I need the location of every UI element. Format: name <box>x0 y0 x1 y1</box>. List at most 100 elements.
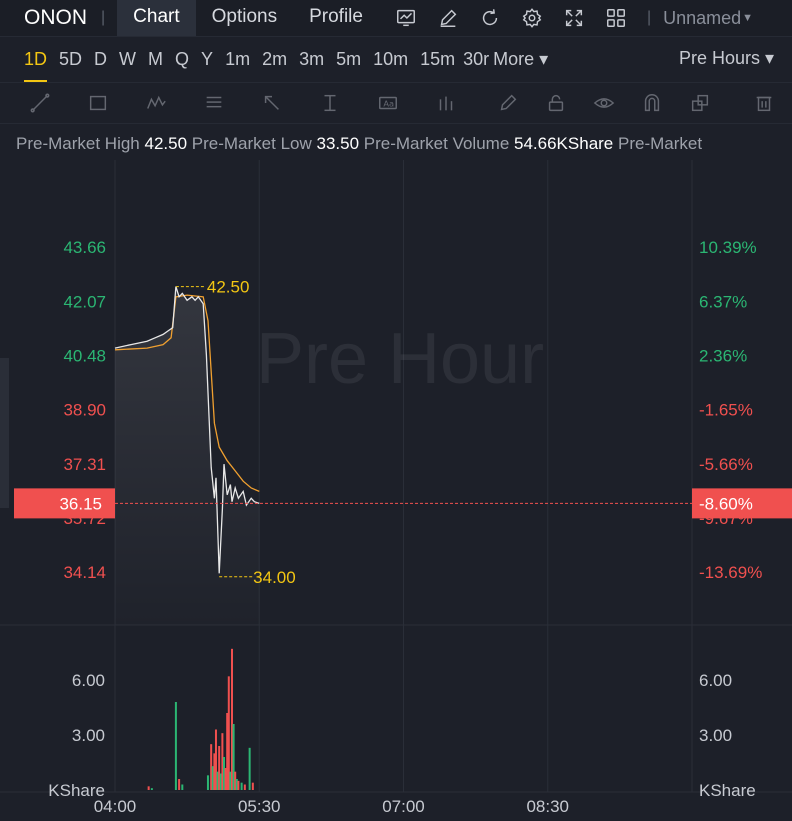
timeframe-3m[interactable]: 3m <box>299 48 325 69</box>
pattern-icon[interactable] <box>144 91 168 115</box>
tab-chart[interactable]: Chart <box>117 0 196 36</box>
watermark-text: Pre Hour <box>256 319 544 399</box>
top-bar: ONON | Chart Options Profile | Unnamed ▼ <box>0 0 792 37</box>
svg-text:Aa: Aa <box>383 99 394 109</box>
eye-icon[interactable] <box>592 91 616 115</box>
timeframe-m[interactable]: M <box>148 48 164 69</box>
volume-bar <box>211 766 214 790</box>
trend-line-icon[interactable] <box>28 91 52 115</box>
ticker-symbol[interactable]: ONON <box>24 6 87 29</box>
settings-gear-icon[interactable] <box>521 7 543 29</box>
timeframe-5m[interactable]: 5m <box>336 48 362 69</box>
volume-bar <box>218 746 221 790</box>
volume-unit-label: KShare <box>48 781 105 800</box>
chart-marks: 43.6642.0740.4838.9037.3135.7234.1410.39… <box>14 238 792 816</box>
magnet-icon[interactable] <box>640 91 664 115</box>
volume-bar <box>243 784 246 790</box>
price-tick-label: 40.48 <box>63 347 106 366</box>
volume-bar <box>231 648 234 790</box>
volume-tick-label: 6.00 <box>72 671 105 690</box>
volume-bar <box>248 747 251 790</box>
volume-bar <box>219 773 222 790</box>
price-area <box>115 286 260 625</box>
price-tick-label: 38.90 <box>63 401 106 420</box>
volume-tick-label-right: 3.00 <box>699 726 732 745</box>
layers-icon[interactable] <box>688 91 712 115</box>
pre-market-low-value: 33.50 <box>316 134 360 153</box>
percent-tick-label: 2.36% <box>699 347 747 366</box>
volume-bar <box>227 676 230 790</box>
price-range-icon[interactable] <box>318 91 342 115</box>
price-tick-label: 37.31 <box>63 455 106 474</box>
expand-icon[interactable] <box>563 7 585 29</box>
volume-bar <box>226 713 229 790</box>
timeframe-w[interactable]: W <box>119 48 137 69</box>
layout-name-dropdown[interactable]: Unnamed <box>663 7 742 28</box>
volume-bar <box>234 771 237 790</box>
timeframe-10m[interactable]: 10m <box>373 48 409 69</box>
indicator-chart-icon[interactable] <box>395 7 417 29</box>
rectangle-icon[interactable] <box>86 91 110 115</box>
timeframe-1m[interactable]: 1m <box>225 48 251 69</box>
percent-tick-label: -1.65% <box>699 401 753 420</box>
volume-bar <box>181 784 184 790</box>
volume-bar <box>210 744 213 790</box>
price-tick-label: 42.07 <box>63 292 106 311</box>
volume-bar <box>221 733 224 790</box>
timeframe-bar: 1D 5D D W M Q Y 1m 2m 3m 5m 10m 15m 30r More ▾ Pre Hou… <box>0 36 792 83</box>
volume-bar <box>222 757 225 790</box>
draw-pen-icon[interactable] <box>437 7 459 29</box>
timeframe-y[interactable]: Y <box>201 48 214 69</box>
volume-bar <box>147 786 150 790</box>
time-tick-label: 04:00 <box>94 797 137 816</box>
price-chart[interactable]: Pre Hour 43.6642.0740.4838.9037.3135.723… <box>0 160 792 821</box>
low-marker-label: 34.00 <box>253 568 296 587</box>
arrow-icon[interactable] <box>260 91 284 115</box>
timeframe-1d[interactable]: 1D <box>20 49 51 82</box>
timeframe-q[interactable]: Q <box>175 48 190 69</box>
timeframe-15m[interactable]: 15m <box>420 48 456 69</box>
grid-layout-icon[interactable] <box>605 7 627 29</box>
volume-bar <box>216 771 219 790</box>
fib-icon[interactable] <box>202 91 226 115</box>
current-price-label: 36.15 <box>59 494 102 513</box>
price-tick-label: 43.66 <box>63 238 106 257</box>
volume-bar <box>178 779 181 790</box>
tab-options[interactable]: Options <box>211 6 278 27</box>
percent-tick-label: -13.69% <box>699 563 762 582</box>
time-tick-label: 08:30 <box>526 797 569 816</box>
pre-market-high-label: Pre-Market High <box>16 134 140 153</box>
pre-market-stats: Pre-Market High 42.50 Pre-Market Low 33.… <box>16 134 792 154</box>
brush-icon[interactable] <box>496 91 520 115</box>
volume-tick-label-right: 6.00 <box>699 671 732 690</box>
divider: | <box>101 9 106 26</box>
current-percent-label: -8.60% <box>699 494 753 513</box>
trash-icon[interactable] <box>752 91 776 115</box>
high-marker-label: 42.50 <box>207 278 250 297</box>
tab-profile[interactable]: Profile <box>309 6 363 27</box>
lock-icon[interactable] <box>544 91 568 115</box>
bars-icon[interactable] <box>434 91 458 115</box>
session-selector[interactable]: Pre Hours ▾ <box>678 48 774 68</box>
refresh-icon[interactable] <box>479 7 501 29</box>
volume-bar <box>235 779 238 790</box>
side-panel-handle[interactable] <box>0 358 9 508</box>
volume-bar <box>232 724 235 790</box>
time-tick-label: 05:30 <box>238 797 281 816</box>
time-tick-label: 07:00 <box>382 797 425 816</box>
layout-dropdown-icon[interactable]: ▼ <box>742 12 754 24</box>
timeframe-2m[interactable]: 2m <box>262 48 288 69</box>
volume-bar <box>206 775 209 790</box>
average-price-line <box>114 294 260 492</box>
timeframe-more[interactable]: More ▾ <box>493 48 549 69</box>
pre-market-high-value: 42.50 <box>144 134 188 153</box>
percent-tick-label: 10.39% <box>699 238 757 257</box>
volume-bar <box>213 753 216 790</box>
timeframe-5d[interactable]: 5D <box>59 48 83 69</box>
timeframe-d[interactable]: D <box>94 48 108 69</box>
toolbar-icons <box>385 7 637 29</box>
timeframe-30m[interactable]: 30r <box>463 48 490 69</box>
text-icon[interactable]: Aa <box>376 91 400 115</box>
current-percent-tag <box>692 488 792 519</box>
volume-bar <box>237 780 240 790</box>
